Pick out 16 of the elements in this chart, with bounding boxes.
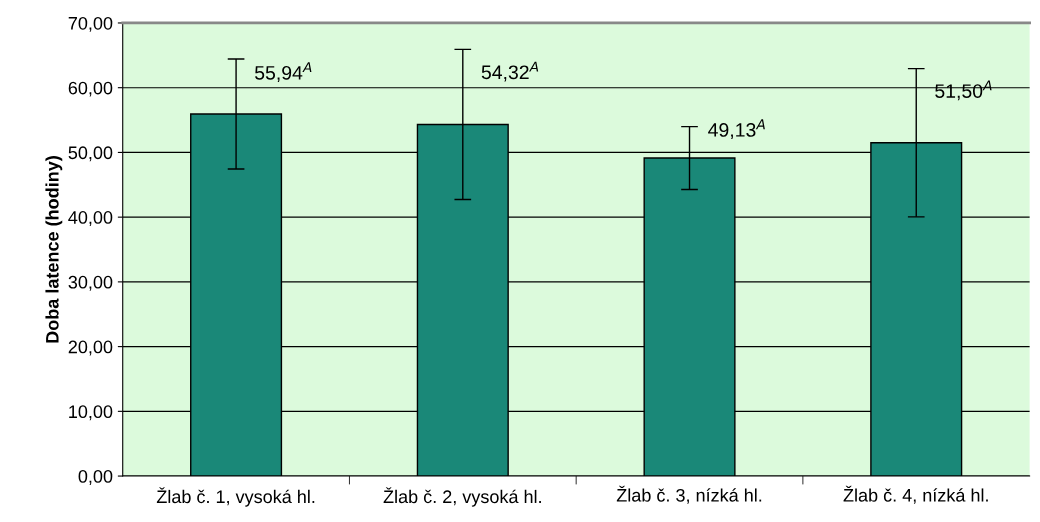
x-tick-label: Žlab č. 2, vysoká hl. xyxy=(383,487,541,507)
y-tick-label: 70,00 xyxy=(68,16,113,32)
data-label: 54,32$^{A}$ xyxy=(481,61,539,82)
y-tick-label: 40,00 xyxy=(68,211,113,226)
data-label: 49,13$^{A}$ xyxy=(708,119,765,140)
y-tick-label: 30,00 xyxy=(68,275,113,291)
y-tick-label: 20,00 xyxy=(68,340,113,356)
y-tick-label: 50,00 xyxy=(68,146,113,162)
x-tick-label: Žlab č. 4, nízká hl. xyxy=(843,485,988,504)
y-tick-label: 0,00 xyxy=(78,470,113,485)
x-tick-label: Žlab č. 1, vysoká hl. xyxy=(156,487,315,507)
y-tick-label: 10,00 xyxy=(69,405,113,421)
y-tick-label: 60,00 xyxy=(68,81,113,97)
y-axis-title: Doba latence (hodiny) xyxy=(45,156,63,343)
x-tick-label: Žlab č. 3, nízká hl. xyxy=(616,485,762,504)
data-label: 55,94$^{A}$ xyxy=(255,62,312,83)
